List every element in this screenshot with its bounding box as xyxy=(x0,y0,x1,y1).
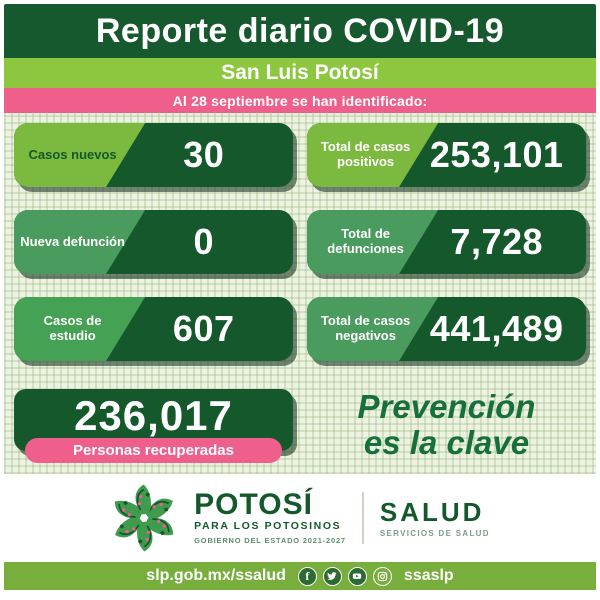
website-url[interactable]: slp.gob.mx/ssalud xyxy=(146,567,286,584)
stat-value: 7,728 xyxy=(450,221,544,262)
social-handle[interactable]: ssaslp xyxy=(403,567,454,584)
stat-label: Total de casos negativos xyxy=(320,313,411,343)
stat-card-total-negativos: Total de casos negativos 441,489 xyxy=(307,297,586,361)
brand-government: GOBIERNO DEL ESTADO 2021-2027 xyxy=(194,536,346,546)
header-band: Reporte diario COVID-19 xyxy=(4,4,596,58)
ministry-block: SALUD SERVICIOS DE SALUD xyxy=(380,499,490,538)
brand-tagline: PARA LOS POTOSINOS xyxy=(194,520,342,533)
subtitle-band: San Luis Potosí xyxy=(4,58,596,88)
footer-divider xyxy=(361,492,364,544)
date-band: Al 28 septiembre se han identificado: xyxy=(4,88,596,113)
stat-label: Casos nuevos xyxy=(28,146,117,162)
potosi-rosette-logo-icon xyxy=(112,484,177,552)
facebook-icon[interactable]: f xyxy=(297,566,317,586)
instagram-icon[interactable] xyxy=(372,566,392,586)
slogan-text: Prevención es la clave xyxy=(307,389,586,460)
stat-label: Total de casos positivos xyxy=(320,139,411,169)
stat-label: Nueva defunción xyxy=(20,233,125,249)
stat-value: 30 xyxy=(183,134,225,175)
stat-label: Total de defunciones xyxy=(327,226,404,256)
stat-card-nueva-defuncion: Nueva defunción 0 xyxy=(14,210,293,274)
stats-grid: Casos nuevos 30 Total de casos positivos… xyxy=(14,123,586,361)
recovered-value: 236,017 xyxy=(74,392,233,439)
recovered-card: 236,017 Personas recuperadas xyxy=(14,389,293,463)
stat-card-total-positivos: Total de casos positivos 253,101 xyxy=(307,123,586,187)
stat-value: 0 xyxy=(193,221,214,262)
state-name: San Luis Potosí xyxy=(221,61,379,84)
ministry-tagline: SERVICIOS DE SALUD xyxy=(379,528,490,538)
stat-value: 441,489 xyxy=(429,308,564,349)
stat-card-casos-nuevos: Casos nuevos 30 xyxy=(14,123,293,187)
report-page: Reporte diario COVID-19 San Luis Potosí … xyxy=(4,4,596,590)
stats-body: Casos nuevos 30 Total de casos positivos… xyxy=(4,113,596,474)
stat-card-casos-estudio: Casos de estudio 607 xyxy=(14,297,293,361)
social-icons: f xyxy=(297,566,392,586)
stat-value: 607 xyxy=(172,308,235,349)
slogan-line1: Prevención xyxy=(357,388,536,425)
twitter-icon[interactable] xyxy=(322,566,342,586)
stat-card-total-defunciones: Total de defunciones 7,728 xyxy=(307,210,586,274)
ministry-name: SALUD xyxy=(379,496,485,527)
page-title: Reporte diario COVID-19 xyxy=(95,11,505,50)
bottom-bar: slp.gob.mx/ssalud f ssaslp xyxy=(4,562,596,590)
stat-value: 253,101 xyxy=(429,134,564,175)
bottom-stats-row: 236,017 Personas recuperadas Prevención … xyxy=(14,389,586,463)
slogan-line2: es la clave xyxy=(363,423,530,461)
youtube-icon[interactable] xyxy=(347,566,367,586)
recovered-label-pill: Personas recuperadas xyxy=(25,438,282,463)
brand-name: POTOSÍ xyxy=(194,487,313,521)
brand-block: POTOSÍ PARA LOS POTOSINOS GOBIERNO DEL E… xyxy=(194,487,346,546)
footer-logos: POTOSÍ PARA LOS POTOSINOS GOBIERNO DEL E… xyxy=(4,474,596,562)
stat-label: Casos de estudio xyxy=(43,313,102,343)
date-banner-text: Al 28 septiembre se han identificado: xyxy=(172,92,428,109)
